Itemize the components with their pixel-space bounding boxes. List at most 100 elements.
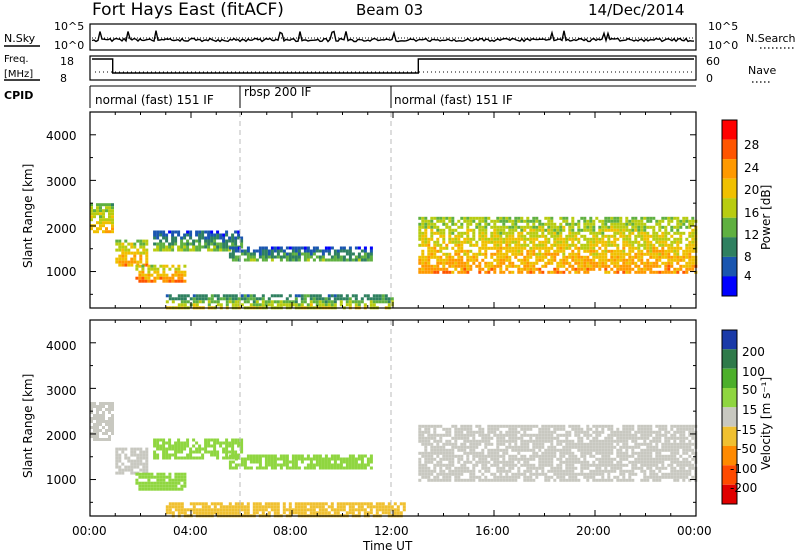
velocity-cell	[646, 445, 650, 449]
velocity-cell	[595, 472, 599, 476]
power-cell	[124, 263, 128, 267]
power-cell	[180, 245, 184, 249]
power-cell	[658, 225, 662, 229]
velocity-cell	[553, 430, 557, 434]
velocity-cell	[300, 457, 304, 461]
power-cell	[634, 240, 638, 244]
velocity-cell	[315, 460, 319, 464]
power-cell	[147, 279, 151, 283]
power-cell	[691, 222, 695, 226]
power-cell	[571, 219, 575, 223]
power-cell	[327, 249, 331, 253]
velocity-cell	[472, 478, 476, 482]
velocity-cell	[457, 469, 461, 473]
velocity-cell	[523, 457, 527, 461]
velocity-cell	[541, 439, 545, 443]
power-cell	[541, 225, 545, 229]
velocity-cell	[421, 451, 425, 455]
velocity-cell	[216, 438, 220, 442]
velocity-cell	[225, 511, 229, 515]
power-cell	[643, 240, 647, 244]
velocity-cell	[445, 439, 449, 443]
power-cell	[273, 246, 277, 250]
velocity-cell	[592, 448, 596, 452]
power-cell	[418, 258, 422, 262]
velocity-cell	[664, 475, 668, 479]
power-cell	[589, 219, 593, 223]
velocity-cell	[108, 420, 111, 423]
power-cell	[171, 239, 175, 243]
velocity-cell	[517, 460, 521, 464]
power-cell	[589, 240, 593, 244]
velocity-cell	[421, 436, 425, 440]
power-cell	[505, 219, 509, 223]
power-cell	[445, 267, 449, 271]
power-cell	[640, 255, 644, 259]
power-cell	[466, 231, 470, 235]
power-cell	[360, 297, 364, 301]
power-cell	[664, 234, 668, 238]
velocity-cell	[589, 433, 593, 437]
velocity-cell	[216, 508, 220, 512]
power-cell	[258, 297, 262, 301]
velocity-cell	[670, 469, 674, 473]
velocity-cell	[159, 481, 163, 485]
velocity-cell	[478, 475, 482, 479]
velocity-cell	[159, 487, 163, 491]
velocity-cell	[673, 445, 677, 449]
power-cell	[682, 252, 686, 256]
velocity-cell	[589, 445, 593, 449]
power-cell	[472, 228, 476, 232]
power-cell	[520, 258, 524, 262]
velocity-ticks	[89, 319, 697, 516]
velocity-cell	[165, 484, 169, 488]
power-cell	[243, 294, 247, 298]
velocity-cell	[559, 451, 563, 455]
power-cell	[553, 243, 557, 247]
velocity-cell	[135, 478, 139, 482]
power-cell	[168, 279, 172, 283]
velocity-cell	[288, 466, 292, 470]
power-cell	[490, 255, 494, 259]
velocity-cell	[508, 478, 512, 482]
power-cell	[424, 216, 428, 220]
velocity-cell	[586, 433, 590, 437]
power-cell	[273, 294, 277, 298]
velocity-cell	[634, 442, 638, 446]
power-cell	[490, 219, 494, 223]
power-cell	[439, 249, 443, 253]
power-cell	[499, 231, 503, 235]
power-cell	[625, 258, 629, 262]
velocity-cell	[252, 460, 256, 464]
power-cell	[213, 245, 217, 249]
power-cell	[640, 249, 644, 253]
power-cell	[496, 249, 500, 253]
power-cell	[445, 270, 449, 274]
power-cell	[336, 249, 340, 253]
power-cell	[502, 258, 506, 262]
power-cell	[571, 225, 575, 229]
power-cell	[622, 228, 626, 232]
power-cell	[186, 248, 190, 252]
velocity-cell	[345, 502, 349, 506]
power-cell	[246, 258, 250, 262]
velocity-cell	[306, 457, 310, 461]
power-cell	[121, 260, 125, 264]
velocity-cell	[294, 463, 298, 467]
power-cell	[198, 245, 202, 249]
velocity-cell	[327, 460, 331, 464]
velocity-cell	[270, 508, 274, 512]
velocity-cell	[679, 475, 683, 479]
power-cell	[484, 246, 488, 250]
power-cell	[439, 234, 443, 238]
power-cell	[679, 234, 683, 238]
power-cell	[174, 242, 178, 246]
velocity-cell	[646, 466, 650, 470]
velocity-cell	[493, 478, 497, 482]
power-cell	[481, 219, 485, 223]
power-cell	[643, 216, 647, 220]
velocity-cell	[177, 447, 181, 451]
velocity-cell	[577, 472, 581, 476]
velocity-cell	[637, 436, 641, 440]
velocity-cell	[127, 468, 131, 472]
